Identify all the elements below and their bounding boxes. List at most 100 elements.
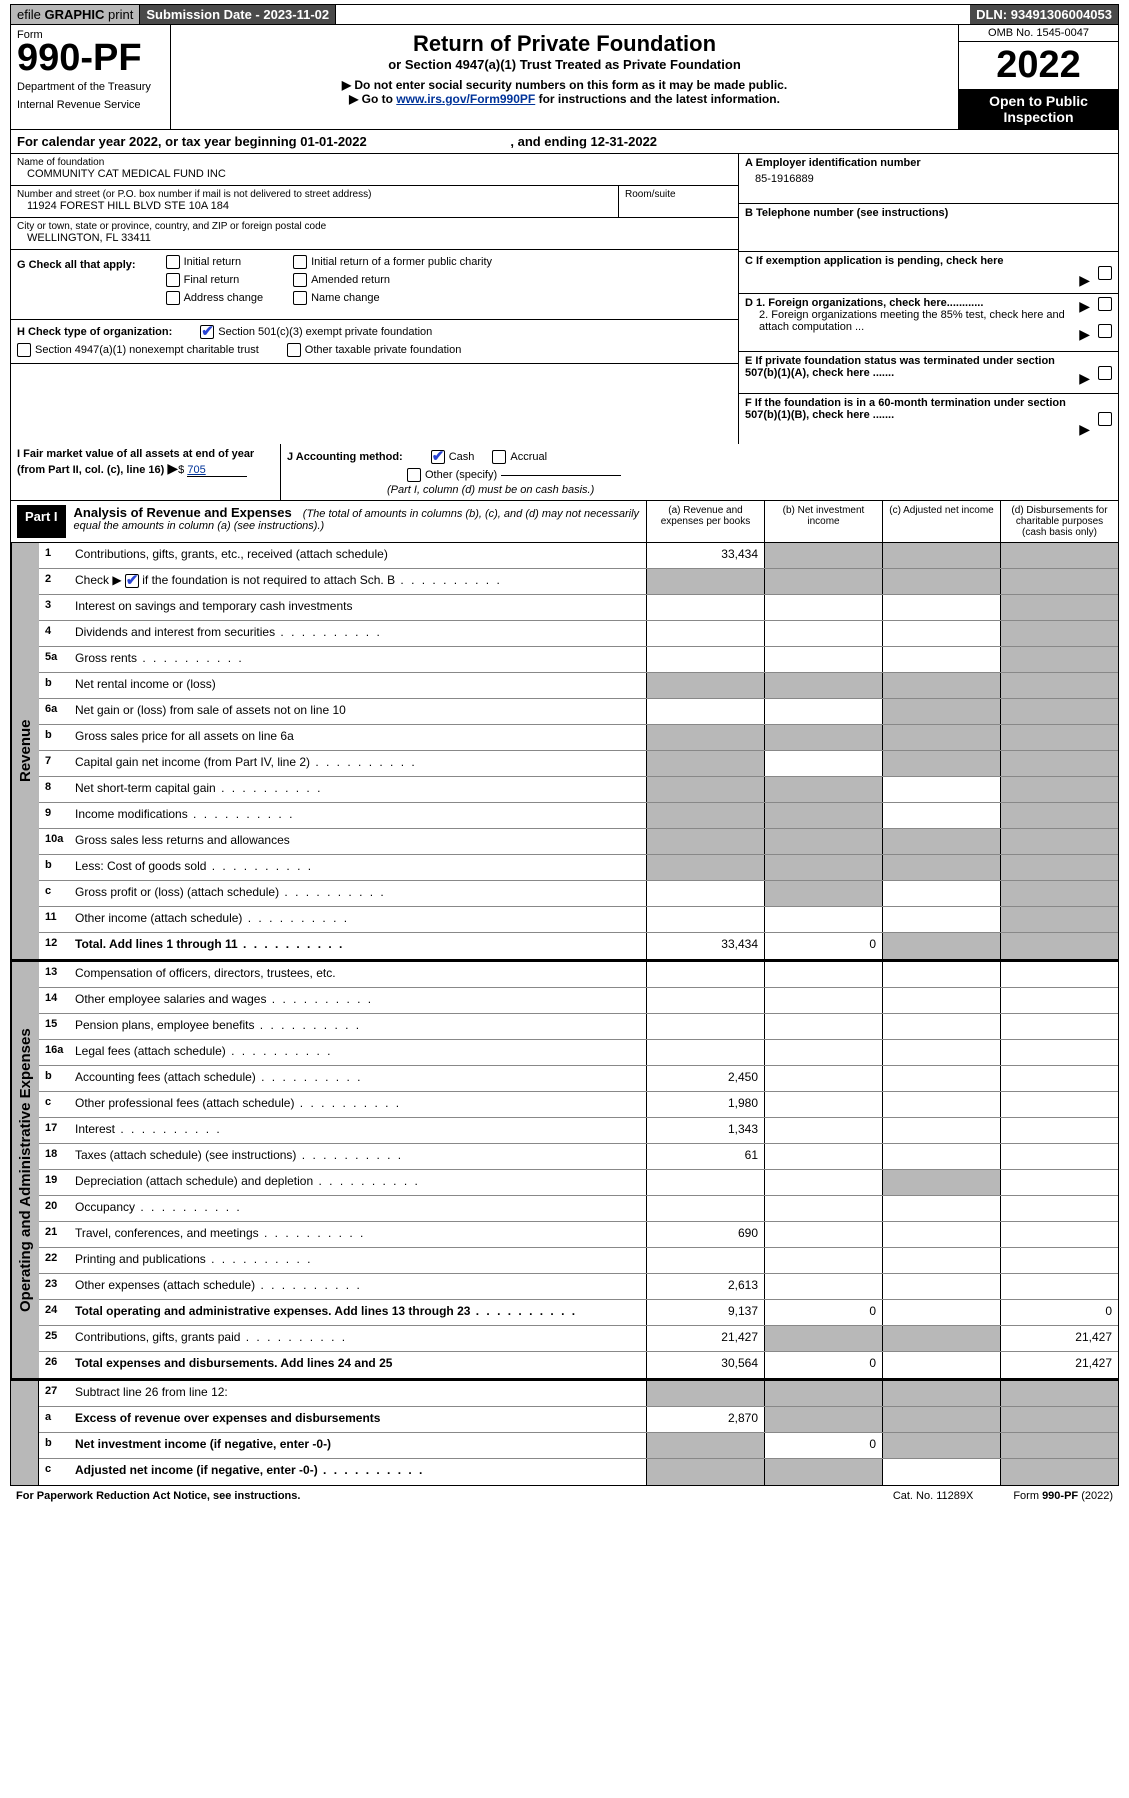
- cell-d: [1000, 988, 1118, 1013]
- checkbox-initial-return[interactable]: [166, 255, 180, 269]
- h-4947: Section 4947(a)(1) nonexempt charitable …: [35, 344, 259, 356]
- row-num: 27: [39, 1381, 73, 1406]
- row-c: c Gross profit or (loss) (attach schedul…: [39, 881, 1118, 907]
- row-24: 24 Total operating and administrative ex…: [39, 1300, 1118, 1326]
- cell-a: 1,980: [646, 1092, 764, 1117]
- row-25: 25 Contributions, gifts, grants paid 21,…: [39, 1326, 1118, 1352]
- cell-a: [646, 803, 764, 828]
- row-num: 15: [39, 1014, 73, 1039]
- cell-b: [764, 621, 882, 646]
- footer-left: For Paperwork Reduction Act Notice, see …: [16, 1490, 300, 1502]
- cell-a: [646, 1040, 764, 1065]
- cell-b: 0: [764, 1352, 882, 1378]
- row-27: 27 Subtract line 26 from line 12:: [39, 1381, 1118, 1407]
- checkbox-d1[interactable]: [1098, 297, 1112, 311]
- g-initial-former: Initial return of a former public charit…: [311, 256, 492, 268]
- row-label: Printing and publications: [73, 1248, 646, 1273]
- cell-c: [882, 988, 1000, 1013]
- form-header: Form 990-PF Department of the Treasury I…: [10, 25, 1119, 130]
- row-15: 15 Pension plans, employee benefits: [39, 1014, 1118, 1040]
- j-other: Other (specify): [425, 469, 497, 481]
- row-num: b: [39, 1066, 73, 1091]
- checkbox-cash[interactable]: [431, 450, 445, 464]
- dept-treasury: Department of the Treasury: [17, 81, 164, 93]
- checkbox-final-return[interactable]: [166, 273, 180, 287]
- form-note-link: ▶ Go to www.irs.gov/Form990PF for instru…: [181, 92, 948, 106]
- cell-a: [646, 962, 764, 987]
- checkbox-e[interactable]: [1098, 366, 1112, 380]
- cell-c: [882, 933, 1000, 959]
- h-other: Other taxable private foundation: [305, 344, 462, 356]
- row-label: Taxes (attach schedule) (see instruction…: [73, 1144, 646, 1169]
- row-label: Adjusted net income (if negative, enter …: [73, 1459, 646, 1485]
- part1-title: Analysis of Revenue and Expenses: [74, 505, 292, 520]
- checkbox-schb[interactable]: [125, 574, 139, 588]
- checkbox-address-change[interactable]: [166, 291, 180, 305]
- cell-c: [882, 1118, 1000, 1143]
- g-final: Final return: [184, 274, 240, 286]
- row-label: Net investment income (if negative, ente…: [73, 1433, 646, 1458]
- irs-link[interactable]: www.irs.gov/Form990PF: [396, 92, 535, 106]
- row-label: Occupancy: [73, 1196, 646, 1221]
- cell-c: [882, 803, 1000, 828]
- row-8: 8 Net short-term capital gain: [39, 777, 1118, 803]
- cell-c: [882, 1066, 1000, 1091]
- checkbox-initial-former[interactable]: [293, 255, 307, 269]
- cell-b: [764, 673, 882, 698]
- row-num: 19: [39, 1170, 73, 1195]
- cell-b: [764, 1459, 882, 1485]
- checkbox-4947[interactable]: [17, 343, 31, 357]
- checkbox-f[interactable]: [1098, 412, 1112, 426]
- form-number: 990-PF: [17, 41, 164, 75]
- i-value[interactable]: 705: [187, 464, 247, 477]
- checkbox-d2[interactable]: [1098, 324, 1112, 338]
- cell-c: [882, 1274, 1000, 1299]
- cell-b: [764, 881, 882, 906]
- row-9: 9 Income modifications: [39, 803, 1118, 829]
- row-3: 3 Interest on savings and temporary cash…: [39, 595, 1118, 621]
- row-label: Accounting fees (attach schedule): [73, 1066, 646, 1091]
- row-num: 7: [39, 751, 73, 776]
- cell-c: [882, 725, 1000, 750]
- name-label: Name of foundation: [17, 157, 732, 168]
- cell-d: [1000, 1433, 1118, 1458]
- row-26: 26 Total expenses and disbursements. Add…: [39, 1352, 1118, 1378]
- row-label: Compensation of officers, directors, tru…: [73, 962, 646, 987]
- row-label: Total expenses and disbursements. Add li…: [73, 1352, 646, 1378]
- row-label: Interest on savings and temporary cash i…: [73, 595, 646, 620]
- cell-a: 30,564: [646, 1352, 764, 1378]
- checkbox-other-taxable[interactable]: [287, 343, 301, 357]
- checkbox-amended[interactable]: [293, 273, 307, 287]
- cell-a: 33,434: [646, 933, 764, 959]
- checkbox-501c3[interactable]: [200, 325, 214, 339]
- row-label: Interest: [73, 1118, 646, 1143]
- section-a: A Employer identification number 85-1916…: [739, 154, 1118, 204]
- cell-c: [882, 962, 1000, 987]
- row-num: 11: [39, 907, 73, 932]
- row-c: c Adjusted net income (if negative, ente…: [39, 1459, 1118, 1485]
- checkbox-name-change[interactable]: [293, 291, 307, 305]
- cell-d: [1000, 829, 1118, 854]
- checkbox-other-method[interactable]: [407, 468, 421, 482]
- row-19: 19 Depreciation (attach schedule) and de…: [39, 1170, 1118, 1196]
- row-label: Pension plans, employee benefits: [73, 1014, 646, 1039]
- cell-c: [882, 907, 1000, 932]
- row-num: c: [39, 881, 73, 906]
- dln-label: DLN:: [976, 7, 1011, 22]
- cell-d: [1000, 1459, 1118, 1485]
- row-num: c: [39, 1459, 73, 1485]
- cell-a: [646, 829, 764, 854]
- section-h: H Check type of organization: Section 50…: [11, 320, 738, 364]
- cell-d: 21,427: [1000, 1352, 1118, 1378]
- note2-post: for instructions and the latest informat…: [535, 92, 780, 106]
- submission-date: 2023-11-02: [263, 7, 329, 22]
- cell-d: [1000, 621, 1118, 646]
- checkbox-c[interactable]: [1098, 266, 1112, 280]
- cell-a: [646, 647, 764, 672]
- row-label: Gross sales price for all assets on line…: [73, 725, 646, 750]
- checkbox-accrual[interactable]: [492, 450, 506, 464]
- row-label: Legal fees (attach schedule): [73, 1040, 646, 1065]
- efile-badge: efile GRAPHIC print: [11, 5, 140, 24]
- cell-a: [646, 777, 764, 802]
- expenses-section: Operating and Administrative Expenses 13…: [10, 960, 1119, 1379]
